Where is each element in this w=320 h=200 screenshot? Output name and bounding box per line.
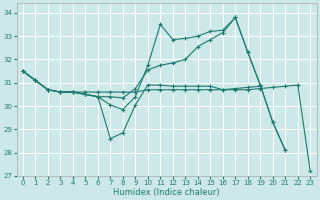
X-axis label: Humidex (Indice chaleur): Humidex (Indice chaleur) xyxy=(113,188,220,197)
